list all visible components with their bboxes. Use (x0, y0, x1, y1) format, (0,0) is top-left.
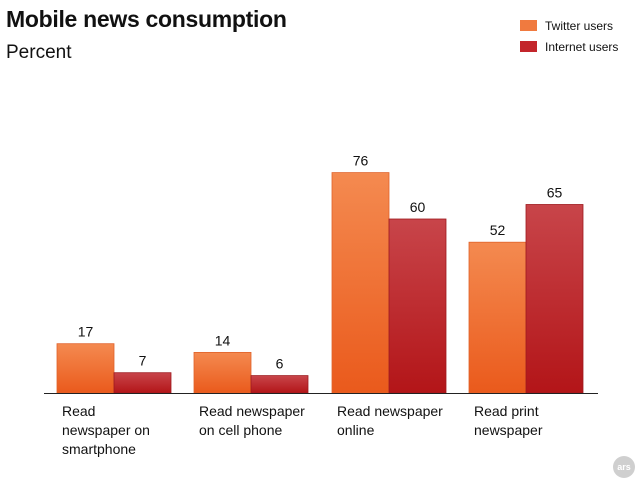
data-label: 65 (547, 185, 563, 201)
legend-swatch-twitter-users (520, 20, 537, 31)
bar-internet-users-3 (525, 204, 584, 394)
category-label-line: online (337, 422, 375, 438)
data-label: 52 (490, 222, 506, 238)
category-label-line: Read newspaper (199, 403, 305, 419)
category-label-line: smartphone (62, 441, 136, 457)
category-label: Read newspaper on smartphone (62, 402, 192, 459)
legend-label-internet-users: Internet users (545, 39, 619, 54)
category-label-line: Read (62, 403, 96, 419)
category-label-line: newspaper on (62, 422, 150, 438)
category-label: Read newspaper on cell phone (199, 402, 329, 440)
bar-internet-users-1 (250, 375, 309, 394)
ars-logo: ars (613, 456, 635, 478)
category-label: Read print newspaper (474, 402, 604, 440)
data-label: 17 (78, 324, 94, 340)
bar-twitter-users-3 (468, 241, 527, 394)
bar-twitter-users-1 (193, 351, 252, 394)
data-label: 76 (353, 153, 369, 169)
data-label: 7 (139, 353, 147, 369)
category-label-line: Read print (474, 403, 539, 419)
legend: Twitter users Internet users (520, 15, 618, 57)
category-label-line: on cell phone (199, 422, 283, 438)
data-label: 6 (276, 356, 284, 372)
bar-internet-users-0 (113, 372, 172, 394)
legend-label-twitter-users: Twitter users (545, 18, 614, 33)
category-label-line: Read newspaper (337, 403, 443, 419)
bar-twitter-users-0 (56, 343, 115, 394)
bar-internet-users-2 (388, 218, 447, 394)
category-label-line: newspaper (474, 422, 543, 438)
data-label: 14 (215, 332, 231, 348)
data-label: 60 (410, 199, 426, 215)
category-label: Read newspaper online (337, 402, 467, 440)
chart-title: Mobile news consumption (6, 6, 287, 32)
legend-item-twitter-users: Twitter users (520, 15, 618, 36)
legend-item-internet-users: Internet users (520, 36, 618, 57)
chart-subtitle: Percent (6, 42, 72, 63)
bar-twitter-users-2 (331, 172, 390, 394)
legend-swatch-internet-users (520, 41, 537, 52)
